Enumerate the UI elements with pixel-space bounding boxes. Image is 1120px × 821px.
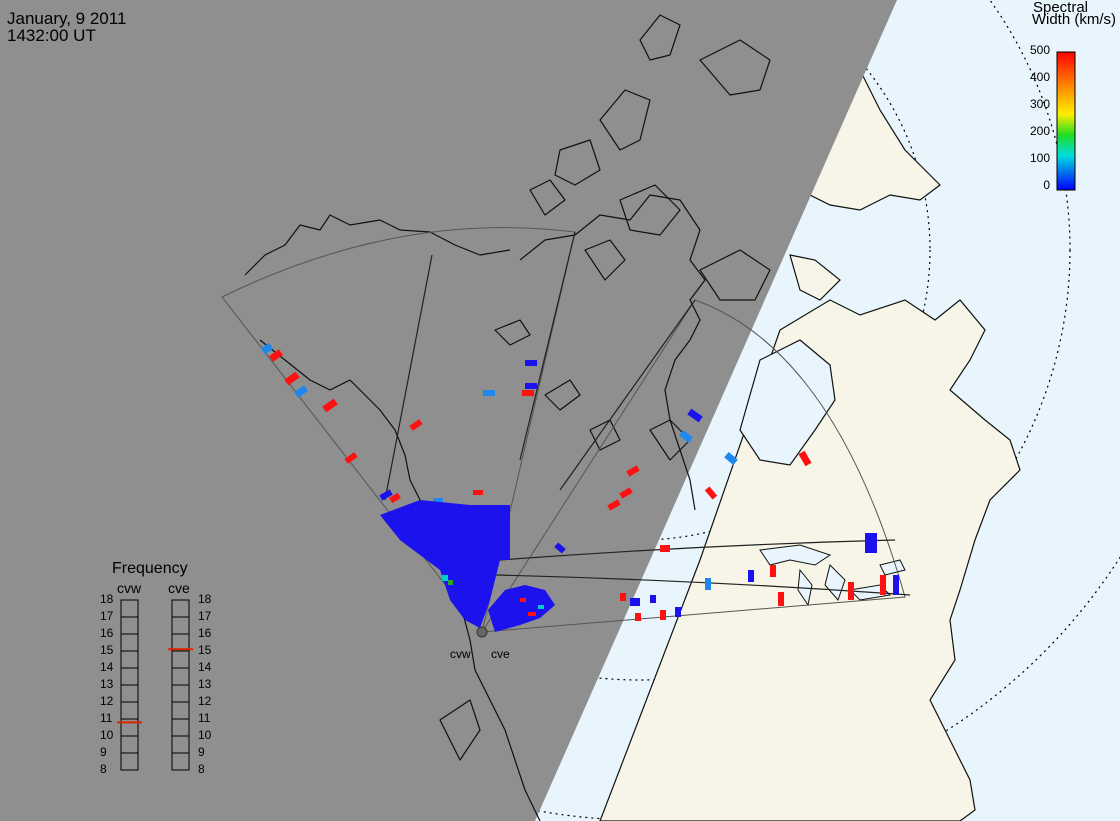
range-cell (660, 610, 666, 620)
colorbar-tick: 200 (1029, 124, 1050, 138)
frequency-scale-label: 18 (100, 592, 114, 606)
frequency-scale-label: 9 (100, 745, 107, 759)
range-cell (865, 533, 877, 553)
range-cell (475, 570, 480, 582)
range-cell (344, 452, 358, 464)
range-cell (525, 360, 537, 366)
frequency-scale-label: 8 (198, 762, 205, 776)
site-label-cvw: cvw (450, 647, 471, 661)
frequency-scale-label: 18 (198, 592, 212, 606)
range-cell (660, 545, 670, 552)
range-cell (778, 592, 784, 606)
frequency-scale-label: 9 (198, 745, 205, 759)
frequency-scale-label: 13 (100, 677, 114, 691)
range-cell (630, 598, 640, 606)
frequency-scale-label: 11 (100, 711, 113, 725)
range-cell (687, 408, 703, 423)
cvw-ladder-label: cvw (117, 580, 142, 596)
fov-cve (481, 299, 906, 633)
fov-grid (384, 231, 911, 596)
range-cell (893, 575, 899, 595)
range-cell (724, 451, 738, 466)
colorbar-tick: 400 (1029, 70, 1050, 84)
range-cell (389, 492, 401, 504)
range-cell (748, 570, 754, 582)
range-cell (620, 593, 626, 601)
site-label-cve: cve (491, 647, 510, 661)
frequency-scale-label: 11 (198, 711, 211, 725)
range-cell (269, 349, 283, 362)
fields-of-view (221, 227, 906, 633)
hudson-bay (739, 339, 836, 466)
scatter-region-cvw (380, 500, 510, 628)
frequency-scale-label: 12 (100, 694, 114, 708)
range-cell (520, 598, 526, 602)
range-cell (522, 390, 534, 396)
range-cell (322, 398, 338, 413)
night-shading (0, 0, 897, 821)
frequency-scale-label: 14 (100, 660, 114, 674)
frequency-scale-label: 17 (100, 609, 114, 623)
colorbar-tick: 300 (1029, 97, 1050, 111)
range-cell (554, 542, 566, 554)
colorbar-unit: Width (km/s) (1031, 11, 1116, 28)
frequency-title: Frequency (112, 560, 188, 577)
range-cell (626, 465, 640, 477)
date-label: January, 9 2011 (7, 9, 127, 28)
frequency-scale-label: 8 (100, 762, 107, 776)
fov-cvw (221, 227, 576, 633)
range-cell (260, 342, 274, 355)
range-cell (528, 612, 536, 616)
range-cell (635, 613, 641, 621)
lat-circle (349, 0, 931, 541)
range-cell (379, 489, 393, 501)
range-cell (409, 419, 423, 431)
range-cell (525, 383, 537, 389)
range-cell (473, 490, 483, 495)
range-cell (770, 565, 776, 577)
frequency-scale-label: 12 (198, 694, 212, 708)
range-cell (704, 486, 718, 500)
colorbar-tick: 0 (1043, 178, 1050, 192)
cve-ladder-label: cve (168, 580, 190, 596)
range-cell (433, 498, 443, 504)
colorbar-tick: 500 (1029, 43, 1050, 57)
range-cell (538, 605, 544, 609)
range-cell (650, 595, 656, 603)
colorbar (1056, 51, 1076, 191)
frequency-scale-label: 14 (198, 660, 212, 674)
frequency-scale-label: 16 (100, 626, 114, 640)
radar-site-marker (476, 626, 488, 638)
colorbar-tick: 100 (1029, 151, 1050, 165)
time-label: 1432:00 UT (7, 26, 96, 45)
frequency-scale-label: 13 (198, 677, 212, 691)
range-cell (880, 575, 886, 595)
range-cell (705, 578, 711, 590)
frequency-ticks (121, 616, 189, 754)
range-cell (607, 499, 621, 511)
range-cell (675, 607, 681, 617)
range-cell (679, 429, 693, 444)
range-cell (470, 560, 476, 566)
range-cell (619, 487, 633, 499)
range-cell (442, 575, 448, 581)
frequency-scale-label: 17 (198, 609, 212, 623)
colorbar-title: Spectral (1032, 0, 1088, 16)
frequency-scale-label: 10 (100, 728, 114, 742)
backscatter-cells (260, 342, 899, 632)
frequency-scale-label: 10 (198, 728, 212, 742)
range-cell (448, 580, 453, 585)
frequency-scale-label: 15 (198, 643, 212, 657)
range-cell (848, 582, 854, 600)
range-cell (294, 385, 308, 398)
frequency-scale-label: 16 (198, 626, 212, 640)
range-cell (284, 371, 300, 386)
range-cell (798, 450, 812, 467)
scatter-region-cve (488, 585, 555, 632)
frequency-scale-label: 15 (100, 643, 114, 657)
range-cell (483, 390, 495, 396)
